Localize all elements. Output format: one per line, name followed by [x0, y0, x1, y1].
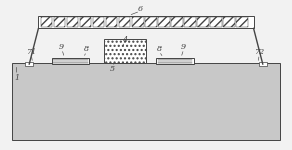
- Text: 9: 9: [59, 43, 64, 51]
- Text: 8: 8: [84, 45, 89, 53]
- Bar: [41, 17, 52, 27]
- Bar: [197, 17, 209, 27]
- Bar: [210, 17, 222, 27]
- Bar: [25, 62, 33, 66]
- Bar: [236, 17, 248, 27]
- Bar: [52, 58, 89, 64]
- Bar: [80, 17, 91, 27]
- Bar: [119, 17, 131, 27]
- Bar: [39, 16, 253, 28]
- Text: 6: 6: [138, 5, 143, 13]
- Text: 9: 9: [181, 43, 186, 51]
- Bar: [223, 17, 235, 27]
- Bar: [93, 17, 105, 27]
- Bar: [158, 17, 170, 27]
- Text: 72: 72: [254, 48, 265, 56]
- Bar: [106, 17, 117, 27]
- Bar: [12, 63, 280, 140]
- Text: 71: 71: [26, 48, 36, 56]
- Text: 1: 1: [14, 74, 19, 82]
- Bar: [184, 17, 196, 27]
- Bar: [104, 39, 146, 63]
- Bar: [67, 17, 78, 27]
- Bar: [259, 62, 267, 66]
- Bar: [132, 17, 144, 27]
- Bar: [156, 58, 194, 64]
- Bar: [171, 17, 182, 27]
- Bar: [145, 17, 157, 27]
- Text: 4: 4: [122, 36, 127, 44]
- Text: 5: 5: [110, 65, 115, 73]
- Text: 8: 8: [157, 45, 162, 53]
- Bar: [54, 17, 65, 27]
